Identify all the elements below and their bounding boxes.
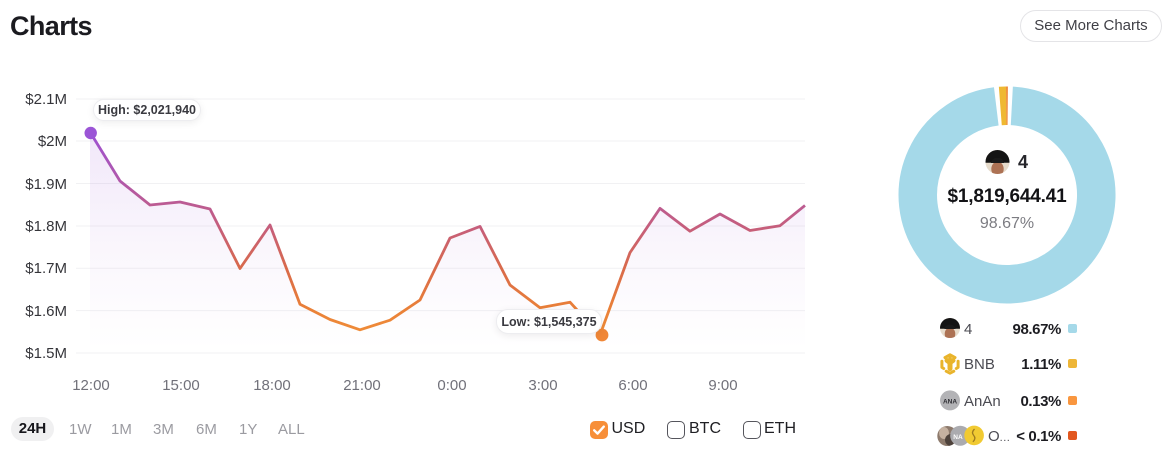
svg-text:ANA: ANA <box>943 398 957 405</box>
svg-text:NA: NA <box>953 434 963 441</box>
